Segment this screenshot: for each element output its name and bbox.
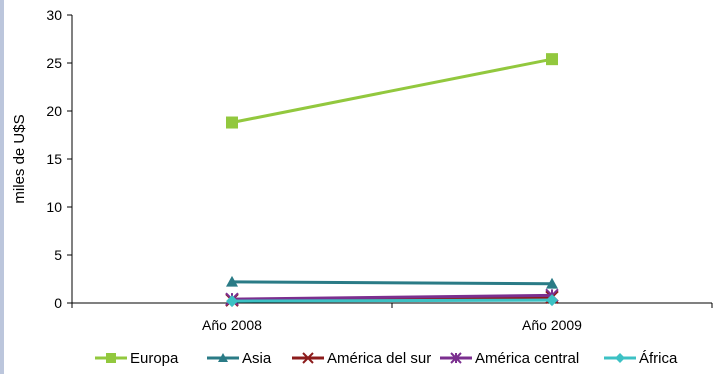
legend-marker (450, 352, 462, 364)
legend-entry: América del sur (292, 350, 431, 367)
data-point (226, 275, 238, 287)
data-point (546, 294, 558, 307)
legend-label: Europa (130, 350, 179, 367)
legend-marker (218, 353, 228, 362)
data-point (546, 53, 558, 66)
x-tick-label: Año 2008 (202, 317, 262, 333)
y-tick-label: 10 (46, 199, 62, 215)
y-tick-label: 20 (46, 103, 62, 119)
legend-entry: Asia (207, 350, 272, 367)
legend-label: África (639, 350, 678, 367)
legend-label: Asia (242, 350, 272, 367)
legend-marker (615, 353, 625, 363)
x-tick-label: Año 2009 (522, 317, 582, 333)
legend-label: América del sur (327, 350, 431, 367)
series-line (231, 280, 553, 286)
y-tick-label: 15 (46, 151, 62, 167)
legend-label: América central (475, 350, 579, 367)
legend-entry: África (604, 350, 678, 367)
legend-entry: Europa (95, 350, 179, 367)
legend-marker (106, 353, 116, 363)
y-tick-label: 5 (54, 247, 62, 263)
y-tick-label: 0 (54, 295, 62, 311)
series-line (231, 57, 553, 124)
legend-marker (302, 352, 314, 364)
y-axis-title: miles de U$S (11, 114, 28, 203)
data-point (226, 116, 238, 129)
series-1 (226, 275, 558, 289)
y-tick-label: 30 (46, 7, 62, 23)
series-4 (226, 294, 558, 308)
series-line (231, 293, 553, 301)
series-line (231, 298, 553, 303)
series-0 (226, 53, 558, 129)
y-tick-label: 25 (46, 55, 62, 71)
data-point (226, 295, 238, 308)
legend-entry: América central (440, 350, 579, 367)
data-point (546, 277, 558, 289)
left-border (0, 0, 4, 374)
